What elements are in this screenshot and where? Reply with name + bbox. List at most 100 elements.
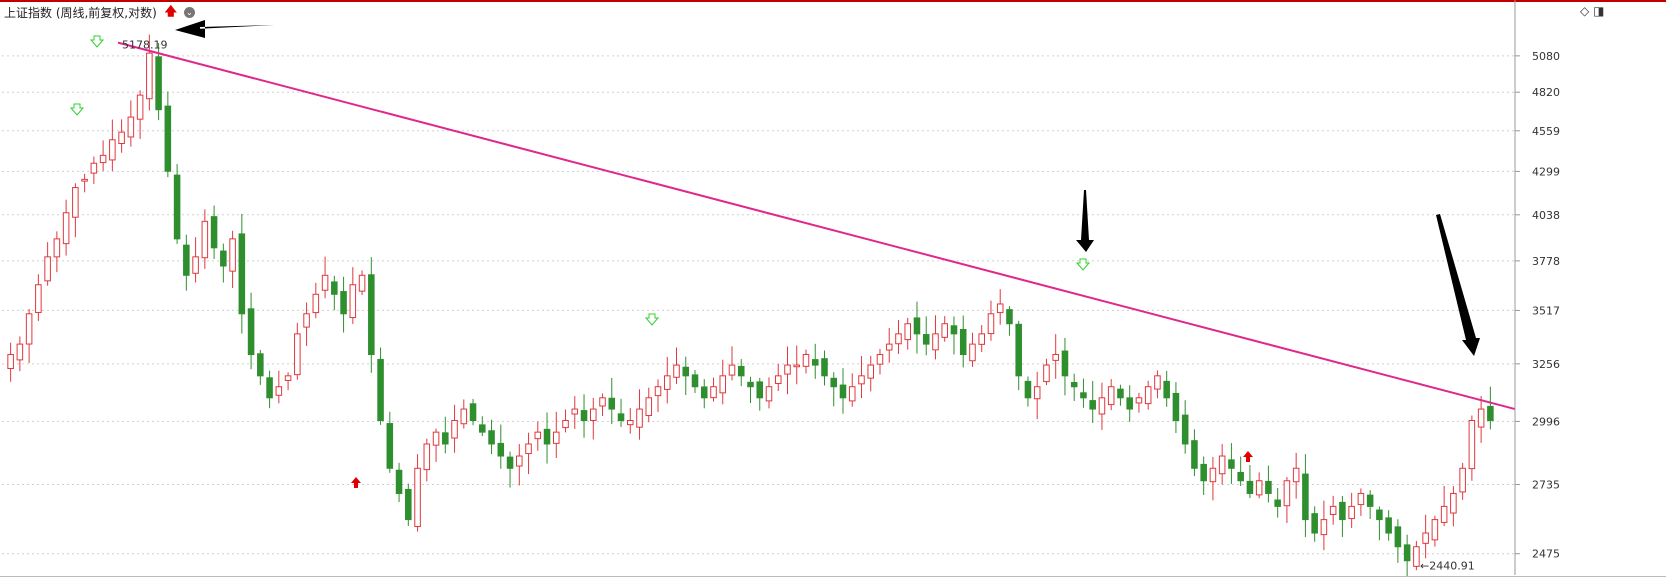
candle-up bbox=[1144, 386, 1152, 405]
candle-down bbox=[580, 410, 588, 422]
diamond-icon[interactable]: ◇ bbox=[1580, 4, 1590, 18]
candle-down bbox=[959, 329, 967, 356]
candle-down bbox=[183, 244, 190, 276]
low-price-label: ←2440.91 bbox=[1420, 559, 1475, 572]
candle-up bbox=[590, 408, 597, 421]
candle-up bbox=[802, 354, 810, 367]
candle-up bbox=[1459, 467, 1466, 493]
candle-down bbox=[247, 308, 255, 356]
candle-up bbox=[312, 293, 320, 314]
candle-up bbox=[525, 443, 532, 455]
candle-up bbox=[136, 94, 144, 120]
candle-up bbox=[932, 333, 939, 351]
candle-down bbox=[1191, 440, 1198, 469]
mid-pointer-arrow bbox=[1076, 190, 1094, 252]
candle-down bbox=[479, 424, 486, 433]
candle-down bbox=[497, 442, 505, 457]
price-tick-label: 4820 bbox=[1532, 86, 1560, 99]
candle-up bbox=[793, 364, 801, 368]
candle-up bbox=[414, 467, 421, 528]
candle-up bbox=[7, 354, 14, 370]
panel-toggle-icon[interactable]: ◨ bbox=[1593, 4, 1605, 18]
candle-up bbox=[44, 256, 51, 282]
candle-down bbox=[395, 469, 403, 494]
sell-signal-icon bbox=[1075, 258, 1091, 271]
candle-down bbox=[1172, 392, 1180, 422]
candle-down bbox=[442, 432, 449, 445]
candle-up bbox=[1431, 519, 1439, 541]
price-tick-label: 5080 bbox=[1532, 50, 1560, 63]
candle-down bbox=[266, 377, 273, 399]
window-top-border bbox=[0, 0, 1666, 2]
candle-down bbox=[155, 56, 162, 111]
candle-down bbox=[1181, 414, 1189, 445]
price-up-arrow-icon[interactable]: 🡅 bbox=[164, 4, 177, 18]
candle-up bbox=[1292, 467, 1300, 483]
candle-down bbox=[1274, 499, 1281, 507]
candle-up bbox=[423, 443, 431, 471]
candle-up bbox=[1440, 505, 1448, 523]
candle-up bbox=[1283, 480, 1291, 507]
candle-up bbox=[1218, 455, 1226, 475]
candle-down bbox=[913, 317, 921, 335]
right-pointer-arrow bbox=[1436, 214, 1480, 356]
candle-up bbox=[321, 274, 329, 291]
candle-down bbox=[506, 456, 514, 469]
candle-up bbox=[885, 343, 893, 351]
candle-down bbox=[811, 359, 819, 366]
candle-up bbox=[118, 131, 125, 145]
candle-up bbox=[284, 375, 292, 381]
buy-signal-icon bbox=[1243, 451, 1253, 462]
candle-up bbox=[553, 431, 560, 444]
candle-down bbox=[1385, 517, 1392, 534]
sell-signal-icon bbox=[69, 103, 85, 116]
candle-up bbox=[848, 386, 856, 402]
candle-down bbox=[737, 365, 745, 377]
candle-up bbox=[72, 187, 79, 218]
candle-down bbox=[1117, 388, 1124, 399]
price-axis: 5080 4820 4559 4299 4038 3778 3517 3256 2996 2735… bbox=[1514, 0, 1560, 575]
candle-up bbox=[626, 420, 634, 426]
candle-up bbox=[1357, 492, 1365, 506]
candle-up bbox=[895, 333, 902, 345]
candle-up bbox=[969, 343, 976, 362]
candle-down bbox=[1403, 544, 1411, 562]
candle-down bbox=[386, 423, 394, 469]
candle-up bbox=[728, 364, 736, 376]
candle-up bbox=[673, 364, 680, 378]
chart-title-bar: 上证指数 (周线,前复权,对数) 🡅 ⌄ bbox=[4, 2, 195, 20]
candle-up bbox=[16, 343, 24, 361]
candle-up bbox=[663, 375, 671, 390]
candle-up bbox=[1107, 386, 1115, 406]
candle-up bbox=[1468, 420, 1476, 470]
candle-up bbox=[90, 162, 98, 174]
price-tick-label: 4559 bbox=[1532, 125, 1560, 138]
candle-up bbox=[99, 154, 107, 164]
candle-down bbox=[839, 384, 847, 399]
settings-dropdown-icon[interactable]: ⌄ bbox=[183, 7, 195, 18]
candle-up bbox=[349, 284, 357, 319]
candle-up bbox=[1043, 364, 1050, 383]
candle-down bbox=[950, 325, 958, 335]
candles bbox=[7, 34, 1494, 579]
candle-down bbox=[488, 430, 495, 445]
chart-title: 上证指数 (周线,前复权,对数) bbox=[4, 6, 157, 20]
high-price-label: 5178.19 bbox=[122, 39, 168, 52]
candle-down bbox=[1246, 480, 1254, 494]
chart-toolbar: ◇ ◨ bbox=[1580, 4, 1604, 18]
price-grid bbox=[2, 55, 1515, 555]
candle-up bbox=[876, 354, 884, 365]
candle-up bbox=[294, 333, 301, 376]
candle-up bbox=[1477, 408, 1485, 428]
candle-down bbox=[1302, 473, 1309, 521]
candle-up bbox=[534, 431, 542, 440]
candle-down bbox=[1006, 309, 1013, 325]
candle-up bbox=[987, 313, 995, 335]
candle-up bbox=[774, 375, 782, 385]
candle-up bbox=[710, 386, 717, 399]
candle-down bbox=[1487, 405, 1494, 422]
candle-down bbox=[1070, 382, 1078, 388]
candle-down bbox=[257, 353, 264, 377]
candle-down bbox=[1366, 494, 1374, 507]
